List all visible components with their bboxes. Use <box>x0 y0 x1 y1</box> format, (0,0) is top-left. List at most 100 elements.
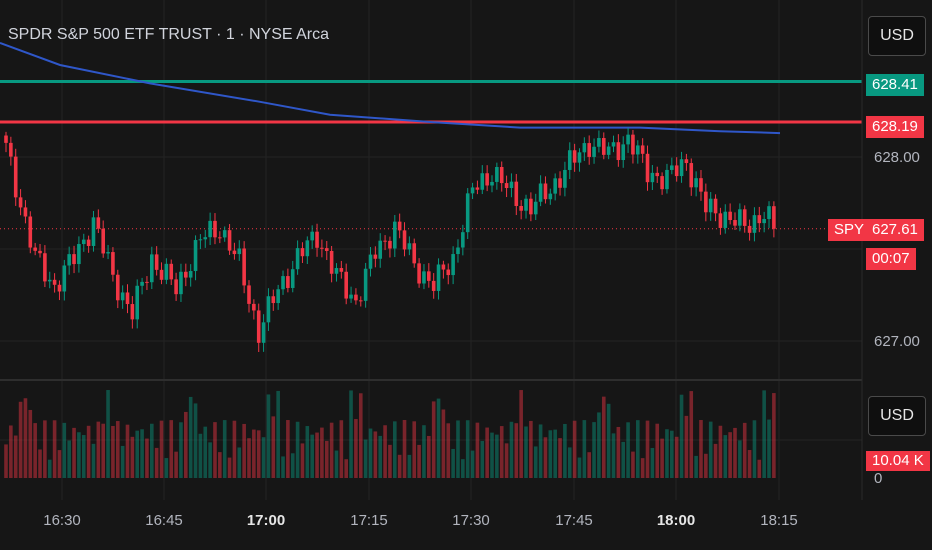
candle-body <box>684 159 689 164</box>
candle-body <box>339 268 344 272</box>
candle-body <box>529 198 533 215</box>
volume-bar <box>378 435 383 478</box>
volume-bar <box>188 396 193 478</box>
candle-body <box>699 178 703 192</box>
volume-bar <box>111 425 115 478</box>
moving-average-line <box>0 41 781 135</box>
volume-currency-button[interactable]: USD <box>868 396 926 436</box>
time-tick-label: 17:15 <box>350 512 388 529</box>
volume-bar <box>543 437 548 478</box>
candle-body <box>504 183 509 189</box>
volume-bar <box>383 425 387 478</box>
candle-body <box>490 181 494 186</box>
volume-bar <box>704 453 708 478</box>
volume-bar <box>81 435 86 478</box>
candle-body <box>358 300 363 302</box>
volume-bar <box>402 420 407 478</box>
candle-body <box>140 281 144 286</box>
volume-bar <box>150 423 154 478</box>
volume-bar <box>320 427 324 478</box>
candle-body <box>38 250 42 254</box>
candle-body <box>13 156 18 198</box>
volume-bar <box>577 457 582 478</box>
candle-body <box>606 146 611 155</box>
candle-body <box>329 250 334 274</box>
candle-body <box>33 247 37 251</box>
candle-body <box>694 178 698 188</box>
volume-bar <box>261 437 266 478</box>
candle-body <box>237 248 242 255</box>
candle-body <box>461 232 465 248</box>
candle-body <box>451 254 455 276</box>
candle-body <box>597 138 601 147</box>
volume-bar <box>417 444 421 478</box>
volume-bar <box>227 457 232 478</box>
currency-button[interactable]: USD <box>868 16 926 56</box>
candle-body <box>125 292 130 305</box>
volume-bar <box>315 432 319 478</box>
volume-bar <box>456 420 460 478</box>
candle-body <box>563 169 567 188</box>
candle-body <box>422 271 426 284</box>
volume-bar <box>708 421 713 478</box>
candle-body <box>397 221 402 231</box>
volume-bar <box>28 409 33 478</box>
volume-bar <box>256 430 261 478</box>
candle-body <box>169 263 174 280</box>
volume-bar <box>533 446 538 478</box>
candle-body <box>286 276 290 288</box>
volume-bar <box>446 423 451 478</box>
volume-bar <box>96 421 101 478</box>
volume-bar <box>281 456 285 478</box>
candle-body <box>130 304 135 320</box>
candle-body <box>43 253 47 282</box>
candle-body <box>203 237 208 240</box>
volume-bar <box>461 459 465 478</box>
volume-bar <box>509 421 514 478</box>
volume-bar <box>358 393 363 478</box>
candle-body <box>407 243 412 250</box>
volume-bar <box>184 411 188 478</box>
candle-body <box>553 178 557 194</box>
candle-body <box>738 209 742 226</box>
candle-body <box>427 271 431 281</box>
volume-bar <box>640 458 645 478</box>
candle-body <box>150 254 154 283</box>
volume-bar <box>582 420 587 478</box>
volume-bar <box>674 436 679 478</box>
candle-body <box>621 144 626 161</box>
volume-value-tag: 10.04 K <box>866 451 930 471</box>
candle-body <box>704 191 708 213</box>
volume-bar <box>247 438 251 478</box>
candle-body <box>378 240 383 259</box>
volume-bar <box>587 452 591 478</box>
candle-body <box>708 198 713 213</box>
volume-bar <box>441 409 446 478</box>
candle-body <box>548 193 553 200</box>
volume-bar <box>592 422 596 478</box>
candle-body <box>96 217 101 229</box>
candle-body <box>465 193 470 233</box>
volume-bar <box>548 430 553 478</box>
volume-bar <box>728 432 732 478</box>
candle-body <box>111 252 115 275</box>
candle-body <box>655 172 660 177</box>
volume-bar <box>38 449 42 478</box>
volume-bar <box>218 452 222 478</box>
candle-body <box>650 172 655 183</box>
candle-body <box>188 271 193 278</box>
candle-body <box>261 322 266 343</box>
candle-body <box>495 167 499 182</box>
volume-bar <box>606 403 611 478</box>
volume-bar <box>723 435 728 478</box>
candle-body <box>577 152 582 163</box>
candle-body <box>256 310 261 343</box>
symbol-tag: SPY <box>828 219 871 241</box>
candle-body <box>320 247 324 249</box>
time-tick-label: 17:45 <box>555 512 593 529</box>
candle-body <box>383 240 387 242</box>
candle-body <box>334 268 339 274</box>
candle-body <box>295 248 300 270</box>
candle-body <box>538 183 543 202</box>
volume-bar <box>762 390 766 478</box>
